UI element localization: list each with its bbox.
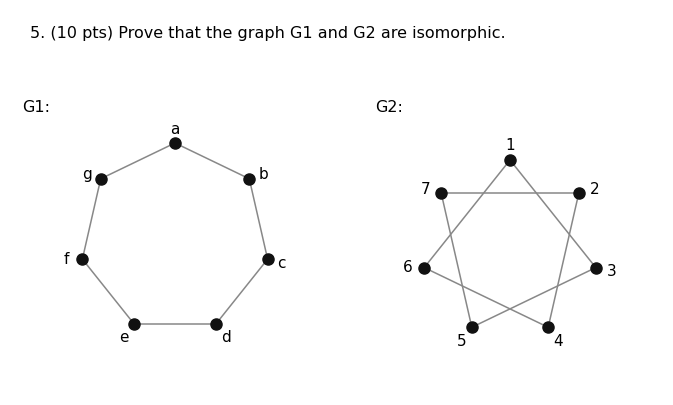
Text: 7: 7 [421, 181, 430, 197]
Text: e: e [119, 330, 129, 345]
Text: f: f [64, 252, 69, 266]
Text: G2:: G2: [375, 100, 403, 115]
Text: c: c [277, 256, 286, 271]
Text: 4: 4 [553, 334, 563, 349]
Text: 3: 3 [607, 264, 616, 279]
Text: a: a [170, 122, 180, 136]
Text: 1: 1 [505, 139, 515, 153]
Text: g: g [82, 167, 92, 182]
Text: G1:: G1: [22, 100, 50, 115]
Text: 2: 2 [590, 181, 600, 197]
Text: b: b [258, 167, 268, 182]
Text: 5. (10 pts) Prove that the graph G1 and G2 are isomorphic.: 5. (10 pts) Prove that the graph G1 and … [30, 26, 505, 41]
Text: 5: 5 [457, 334, 466, 349]
Text: d: d [221, 330, 231, 345]
Text: 6: 6 [403, 260, 413, 275]
